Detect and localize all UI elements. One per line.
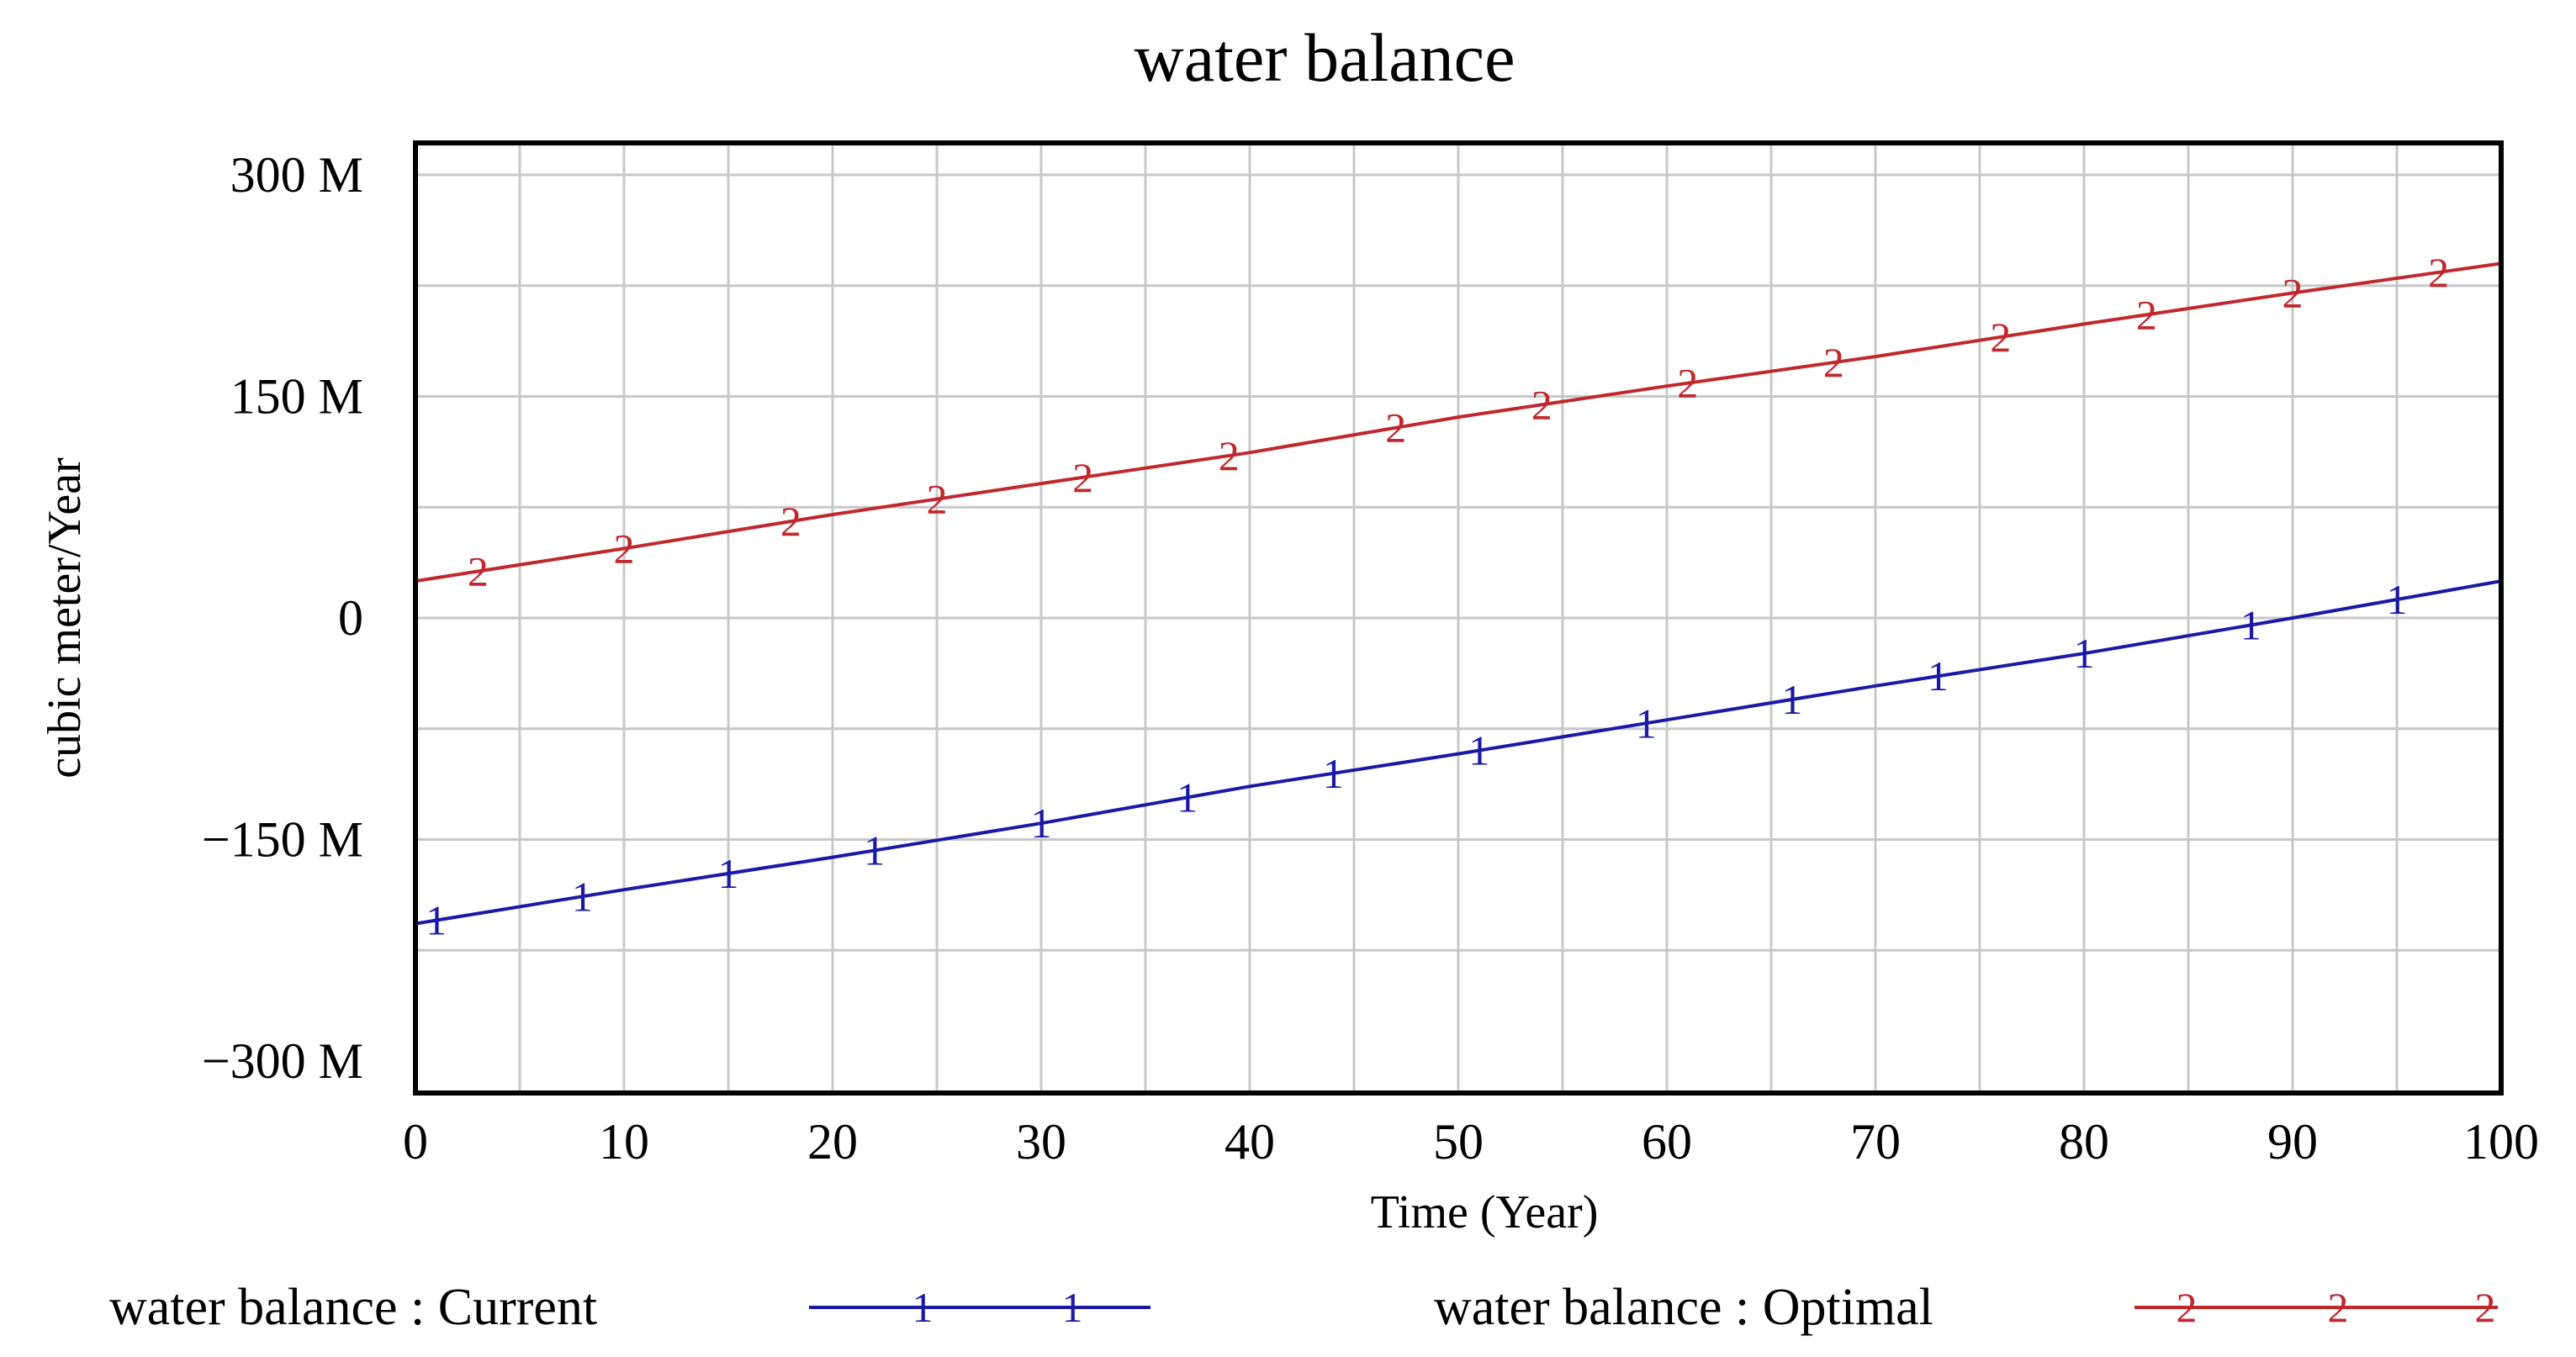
series-1-marker: 1 [864,826,885,874]
y-axis-label: cubic meter/Year [39,457,91,779]
series-2-marker: 2 [1823,339,1844,386]
x-tick-label: 60 [1642,1114,1692,1170]
legend-marker-2: 2 [2328,1284,2349,1331]
legend-label-1: water balance : Current [109,1279,597,1336]
x-tick-label: 70 [1850,1114,1901,1170]
series-2-marker: 2 [1385,404,1406,451]
y-tick-label: 150 M [230,369,363,425]
y-tick-label: 0 [338,590,363,646]
series-layer: 1 1 1 1 1 1 1 1 1 1 1 1 1 1 2 2 2 2 2 2 2 2 2 2 2 2 2 2 [415,249,2502,944]
x-tick-label: 10 [599,1114,649,1170]
plot-frame [413,140,2504,1096]
series-2-marker: 2 [2136,291,2157,338]
legend-marker-1: 1 [912,1284,934,1331]
series-1-marker: 1 [2074,630,2095,677]
x-tick-label: 0 [403,1114,428,1170]
series-2-marker: 2 [614,525,635,572]
y-tick-label: −150 M [202,812,363,868]
y-tick-label: 300 M [230,147,363,203]
series-1-marker: 1 [426,897,447,944]
series-1-marker: 1 [1928,652,1949,700]
series-2-marker: 2 [1072,454,1093,501]
tick-layer: 0 10 20 30 40 50 60 70 80 90 100 300 M 150 M 0 −150 M −… [202,147,2539,1170]
series-1-marker: 1 [1468,727,1489,774]
series-2-marker: 2 [2282,270,2304,317]
legend-marker-1: 1 [1062,1284,1083,1331]
series-2-marker: 2 [1531,381,1552,428]
series-1-marker: 1 [2387,576,2408,623]
x-tick-label: 100 [2463,1114,2539,1170]
x-tick-label: 50 [1433,1114,1484,1170]
series-1-marker: 1 [1636,700,1657,747]
series-1-marker: 1 [718,850,739,897]
x-tick-label: 40 [1225,1114,1275,1170]
x-tick-label: 30 [1016,1114,1066,1170]
y-tick-label: −300 M [202,1033,363,1089]
chart-title: water balance [1135,19,1515,96]
series-2-marker: 2 [1219,432,1240,479]
x-tick-label: 90 [2267,1114,2318,1170]
series-1-marker: 1 [1031,800,1052,847]
series-1-marker: 1 [2240,601,2261,648]
x-tick-label: 20 [807,1114,858,1170]
series-line-1 [415,579,2502,926]
legend-marker-2: 2 [2475,1284,2496,1331]
legend-marker-2: 2 [2177,1284,2198,1331]
series-line-2 [415,261,2502,583]
series-2-marker: 2 [2428,249,2449,296]
series-1-marker: 1 [1323,750,1344,797]
series-2-marker: 2 [1990,314,2011,361]
series-2-marker: 2 [780,498,801,545]
series-1-marker: 1 [572,873,593,920]
x-axis-label: Time (Year) [1371,1186,1599,1238]
series-2-marker: 2 [927,476,948,523]
grid-layer [415,143,2501,1093]
series-1-marker: 1 [1177,774,1198,821]
series-2-marker: 2 [1677,360,1698,407]
series-1-marker: 1 [1781,676,1802,723]
legend-label-2: water balance : Optimal [1434,1279,1933,1336]
x-tick-label: 80 [2059,1114,2109,1170]
series-2-marker: 2 [468,547,489,594]
legend: water balance : Current 1 1 water balance :… [109,1279,2498,1336]
